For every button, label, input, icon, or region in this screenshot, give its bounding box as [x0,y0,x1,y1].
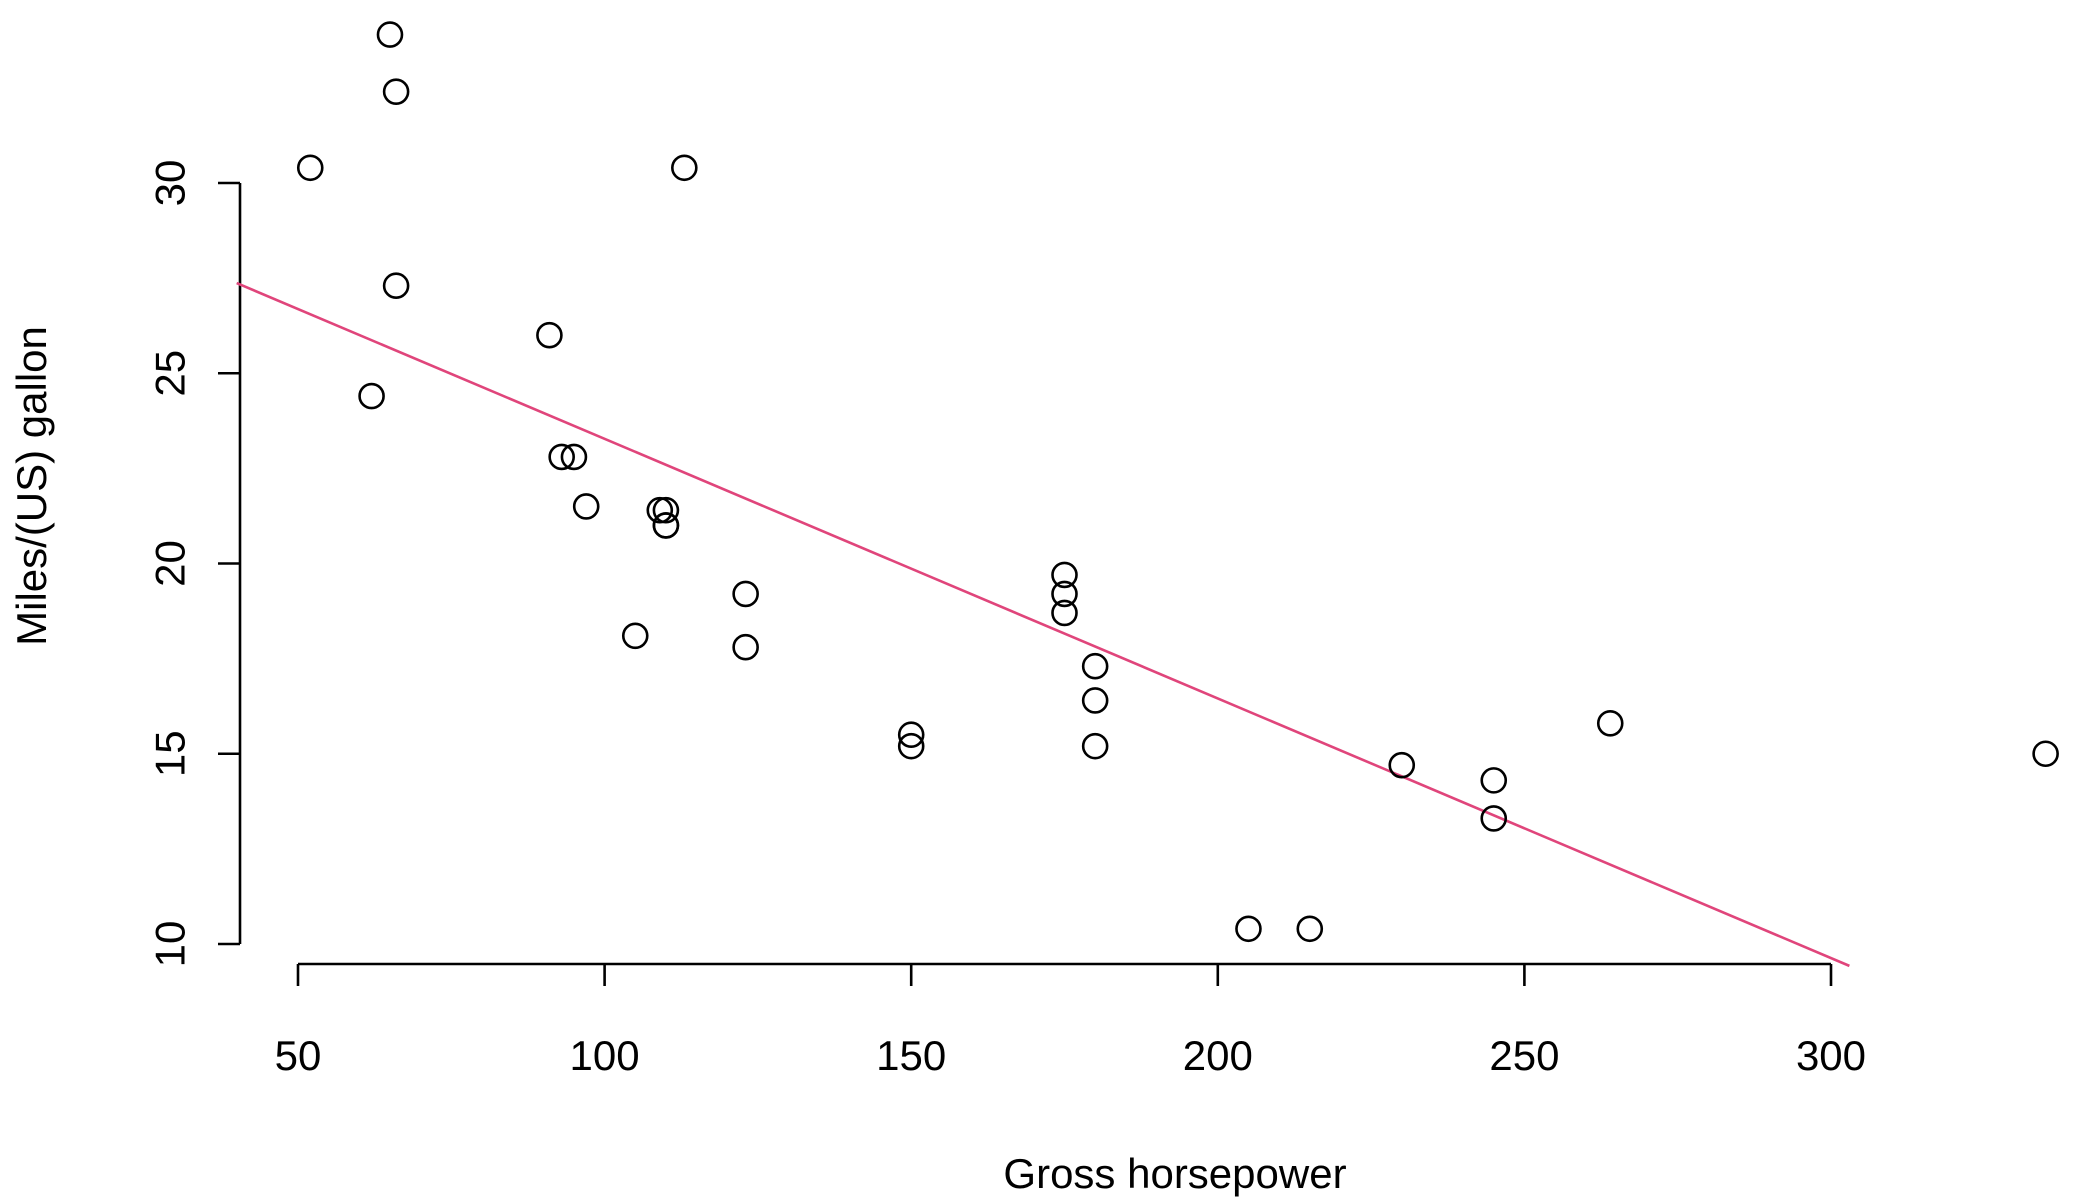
data-point [1051,580,1078,608]
regression-line-layer [236,281,1850,968]
x-tick-label: 50 [275,1032,322,1079]
y-tick-label: 30 [147,160,194,207]
data-point [1081,652,1109,680]
data-point [560,443,588,471]
data-point [1081,687,1109,714]
y-tick-label: 25 [147,350,194,397]
data-point [382,272,410,300]
data-point [732,633,759,661]
data-point [671,154,698,182]
data-point [1051,599,1078,627]
x-axis: 50 100 150 200 250 300 [275,962,1866,1079]
data-point [296,154,324,182]
data-point [382,78,410,105]
data-point [652,496,680,524]
data-point [897,732,925,760]
data-point [572,493,600,520]
regression-line [236,281,1850,968]
x-tick-label: 300 [1796,1032,1866,1079]
x-tick-label: 100 [570,1032,640,1079]
data-point [1081,732,1109,760]
data-point [621,622,649,650]
y-tick-label: 10 [147,921,194,968]
y-tick-label: 15 [147,730,194,777]
data-point [376,21,404,48]
points-layer [296,21,2059,943]
y-tick-label: 20 [147,540,194,587]
data-point [1051,561,1078,589]
x-tick-label: 200 [1183,1032,1253,1079]
data-point [1480,805,1508,832]
data-point [1235,915,1262,943]
y-axis: 10 15 20 25 30 [147,160,242,968]
y-axis-title: Miles/(US) gallon [8,326,55,646]
x-tick-label: 250 [1489,1032,1559,1079]
data-point [897,721,925,749]
x-axis-title: Gross horsepower [1003,1150,1346,1197]
data-point [1596,710,1624,737]
x-tick-label: 150 [876,1032,946,1079]
data-point [536,321,563,349]
data-point [2032,740,2059,768]
data-point [1388,751,1416,779]
data-point [732,580,759,608]
data-point [1480,767,1508,794]
data-point [1296,915,1324,943]
data-point [548,443,575,471]
data-point [646,496,674,524]
data-point [358,382,385,410]
data-point [652,512,680,539]
